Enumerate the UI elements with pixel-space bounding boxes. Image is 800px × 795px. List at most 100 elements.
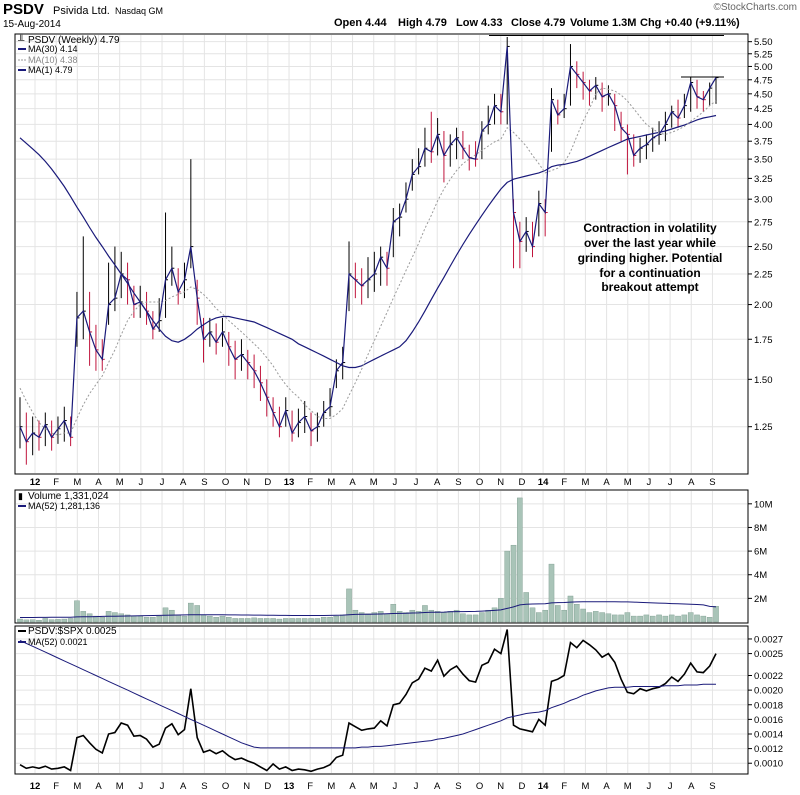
volume-bar — [112, 612, 118, 623]
volume-bar — [29, 619, 36, 623]
price-tick-label: 2.00 — [754, 300, 773, 311]
ma10-line — [19, 87, 717, 436]
price-tick-label: 1.50 — [754, 375, 773, 386]
x-axis-labels: 12 F M A M J J A S O N D 13 F M A M J J A S O N D 14 F M A M J J A S — [30, 477, 716, 488]
chart-date: 15-Aug-2014 — [3, 19, 61, 30]
volume-bar — [441, 612, 447, 623]
x-tick-label: 14 — [538, 781, 549, 792]
x-tick-label: A — [434, 477, 441, 488]
price-legend: PSDV (Weekly) 4.79 — [28, 35, 120, 46]
price-tick-label: 2.75 — [754, 217, 773, 228]
price-tick-label: 1.25 — [754, 422, 773, 433]
x-tick-label: S — [709, 781, 715, 792]
volume-bar — [396, 611, 403, 623]
volume-bar — [694, 614, 700, 623]
x-tick-label: M — [327, 781, 335, 792]
volume-value: Volume 1.3M — [570, 17, 636, 29]
price-legend-icon: ╨ — [17, 34, 25, 45]
x-tick-label: F — [307, 781, 313, 792]
x-tick-label: M — [327, 477, 335, 488]
ma1-line — [19, 46, 717, 443]
ratio-line — [19, 629, 717, 773]
volume-bar — [491, 607, 498, 623]
volume-bar — [131, 615, 137, 623]
x-tick-label: N — [497, 781, 504, 792]
volume-bar — [605, 613, 612, 623]
x-tick-label: A — [603, 781, 610, 792]
volume-bar — [453, 609, 460, 623]
x-tick-label: F — [307, 477, 313, 488]
close-value: Close 4.79 — [511, 17, 565, 29]
volume-bar — [61, 618, 68, 623]
ratio-tick-label: 0.0022 — [754, 671, 783, 682]
x-tick-label: F — [561, 477, 567, 488]
x-tick-label: N — [497, 477, 504, 488]
volume-bar — [700, 615, 707, 623]
x-tick-label: N — [243, 477, 250, 488]
volume-bar — [662, 615, 669, 623]
exchange: Nasdaq GM — [115, 6, 163, 16]
x-tick-label: O — [222, 781, 229, 792]
volume-bar — [42, 618, 49, 623]
volume-bar — [301, 618, 308, 623]
volume-bar — [67, 618, 74, 623]
volume-bar — [365, 613, 371, 623]
ratio-grid — [16, 627, 747, 773]
x-tick-label: M — [370, 781, 378, 792]
ma10-legend: MA(10) 4.38 — [28, 55, 78, 65]
watermark: ©StockCharts.com — [713, 2, 797, 13]
x-tick-label: A — [603, 477, 610, 488]
price-axis: 1.25 1.50 1.75 2.00 2.25 2.50 2.75 3.00 3.25 3.50… — [748, 37, 773, 433]
volume-bar — [48, 619, 55, 623]
x-tick-label: 13 — [284, 477, 295, 488]
ratio-legend: PSDV:$SPX 0.0025 — [28, 626, 117, 637]
volume-panel-frame — [14, 489, 749, 624]
volume-bar — [358, 612, 365, 623]
volume-legend-icon: ▮ — [18, 491, 23, 501]
price-tick-label: 3.00 — [754, 195, 773, 206]
annotation-line-3: grinding higher. Potential — [578, 251, 723, 265]
volume-bar — [479, 612, 485, 623]
x-tick-label: O — [476, 781, 483, 792]
ratio-tick-label: 0.0027 — [754, 634, 783, 645]
ratio-tick-label: 0.0016 — [754, 715, 783, 726]
volume-bar — [118, 613, 125, 623]
price-tick-label: 5.50 — [754, 37, 773, 48]
x-tick-label: 12 — [30, 477, 41, 488]
volume-bar — [384, 613, 390, 623]
volume-bar — [169, 609, 175, 623]
volume-bar — [428, 609, 435, 623]
x-tick-label: M — [116, 781, 124, 792]
volume-bar — [371, 612, 378, 623]
x-tick-label: A — [434, 781, 441, 792]
x-tick-label: M — [73, 781, 81, 792]
volume-bar — [555, 605, 561, 623]
volume-bar — [17, 618, 23, 623]
volume-bar — [200, 614, 207, 623]
volume-bars — [17, 497, 719, 623]
x-tick-label: F — [53, 781, 59, 792]
x-tick-label: D — [518, 477, 525, 488]
volume-bar — [219, 615, 226, 623]
x-tick-label: M — [581, 477, 589, 488]
volume-bar — [55, 619, 61, 623]
x-tick-label: D — [264, 781, 271, 792]
price-tick-label: 4.25 — [754, 104, 773, 115]
volume-bar — [333, 615, 340, 623]
volume-bar — [207, 615, 213, 623]
x-tick-label: J — [138, 781, 143, 792]
symbol: PSDV — [3, 1, 44, 18]
price-tick-label: 2.25 — [754, 269, 773, 280]
price-tick-label: 2.50 — [754, 242, 773, 253]
volume-bar — [593, 611, 599, 623]
volume-bar — [36, 620, 42, 623]
ratio-tick-label: 0.0025 — [754, 649, 783, 660]
x-tick-label: J — [668, 781, 673, 792]
x-tick-label: J — [393, 781, 398, 792]
volume-bar — [687, 612, 694, 623]
x-tick-label: A — [688, 781, 695, 792]
volume-bar — [668, 614, 675, 623]
x-tick-label: M — [116, 477, 124, 488]
x-tick-label: A — [95, 477, 102, 488]
